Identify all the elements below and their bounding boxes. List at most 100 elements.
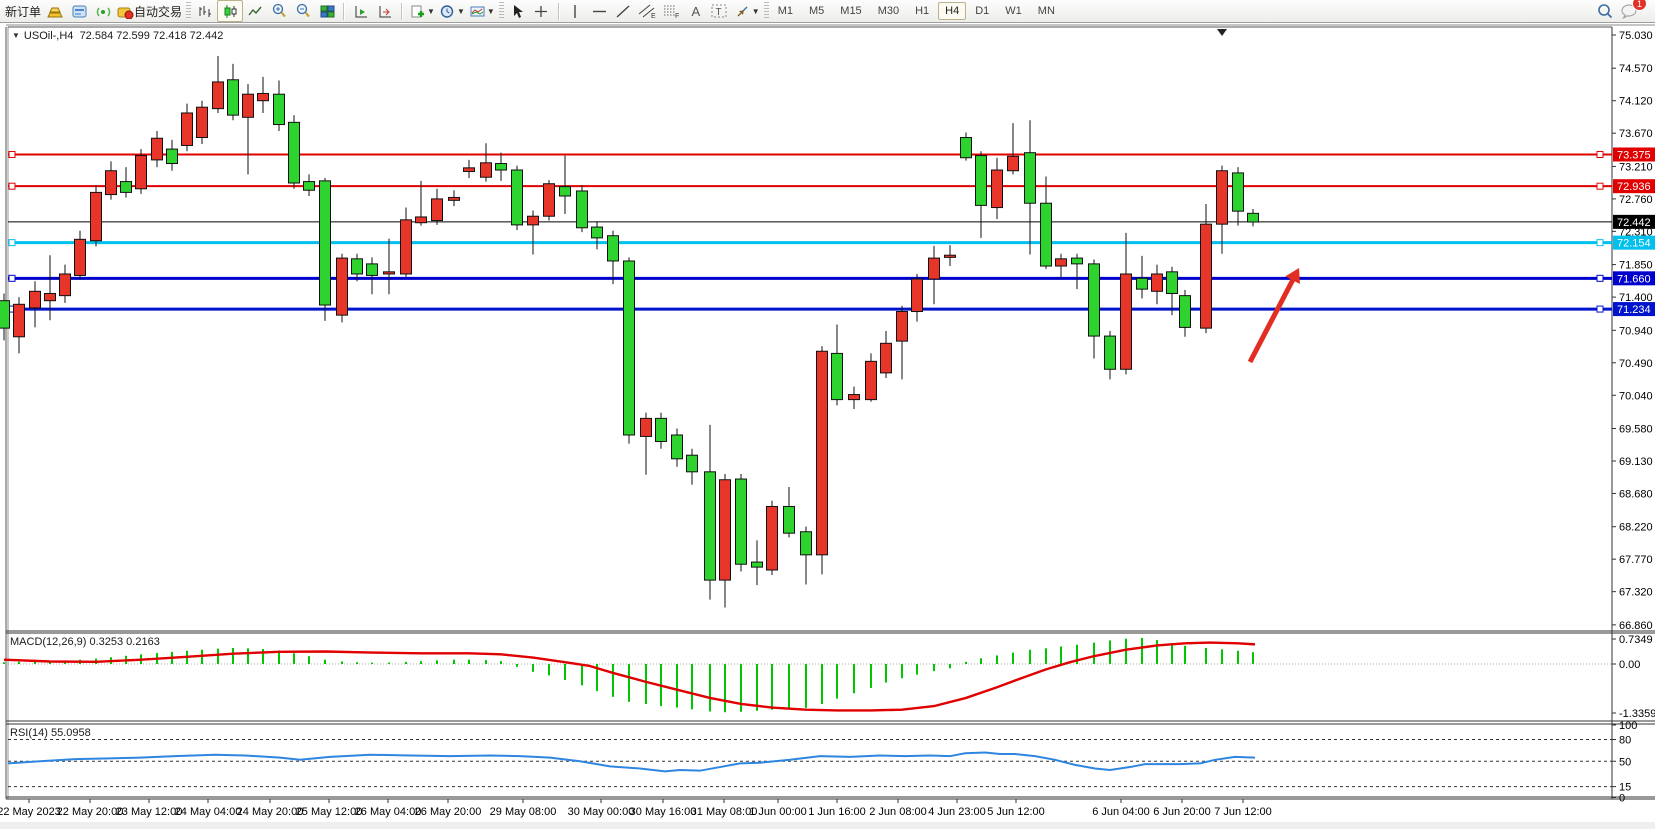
timeframe-toolbar: M1 M5 M15 M30 H1 H4 D1 W1 MN	[771, 2, 1062, 20]
templates-icon[interactable]: ▼	[467, 1, 497, 21]
tile-windows-icon[interactable]	[315, 1, 339, 21]
vertical-line-icon[interactable]	[564, 1, 588, 21]
svg-text:72.760: 72.760	[1619, 194, 1653, 206]
price-axis[interactable]: 75.030 74.570 74.120 73.670 73.210 72.760 72.3…	[1612, 30, 1653, 632]
symbol-ohlc-label[interactable]: ▼ USOil-,H4 72.584 72.599 72.418 72.442	[12, 30, 223, 42]
svg-text:22 May 20:00: 22 May 20:00	[57, 806, 124, 818]
crosshair-icon[interactable]	[530, 1, 554, 21]
svg-text:1 Jun 00:00: 1 Jun 00:00	[749, 806, 807, 818]
svg-text:24 May 04:00: 24 May 04:00	[175, 806, 242, 818]
timeframe-button-mn[interactable]: MN	[1037, 5, 1055, 17]
macd-indicator-label: MACD(12,26,9) 0.3253 0.2163	[10, 636, 160, 648]
svg-text:2 Jun 08:00: 2 Jun 08:00	[869, 806, 927, 818]
svg-text:24 May 20:00: 24 May 20:00	[237, 806, 304, 818]
svg-text:69.130: 69.130	[1619, 456, 1653, 468]
signal-icon[interactable]	[91, 1, 115, 21]
toolbar-grip	[498, 2, 504, 20]
text-icon[interactable]: A	[691, 3, 701, 19]
horizontal-levels[interactable]: 73.375 72.936 72.154 71.660 71.234 72.442	[8, 147, 1655, 317]
svg-text:68.220: 68.220	[1619, 522, 1653, 534]
timeframe-button-d1[interactable]: D1	[975, 5, 990, 17]
main-toolbar: 新订单 自动交易	[0, 0, 1655, 23]
svg-text:80: 80	[1619, 735, 1631, 747]
macd-pane: 0.7349 0.00 -1.3359	[3, 634, 1655, 720]
zoom-in-icon[interactable]	[267, 1, 291, 21]
svg-text:4 Jun 23:00: 4 Jun 23:00	[928, 806, 986, 818]
rsi-line	[7, 751, 1256, 773]
search-icon[interactable]	[1593, 1, 1617, 21]
periods-clock-icon[interactable]: ▼	[437, 1, 467, 21]
rsi-pane: 100 80 50 150	[7, 720, 1637, 805]
svg-text:7 Jun 12:00: 7 Jun 12:00	[1214, 806, 1272, 818]
toolbar-grip	[763, 2, 769, 20]
svg-text:E: E	[651, 13, 656, 19]
svg-text:30 May 16:00: 30 May 16:00	[630, 806, 697, 818]
equidistant-channel-icon[interactable]: E	[636, 1, 660, 21]
notification-badge: 1	[1632, 0, 1647, 11]
svg-text:23 May 12:00: 23 May 12:00	[116, 806, 183, 818]
window-bottom-edge	[0, 822, 1655, 829]
svg-text:-1.3359: -1.3359	[1619, 708, 1655, 720]
line-chart-icon[interactable]	[243, 1, 267, 21]
svg-text:71.660: 71.660	[1617, 273, 1651, 285]
zoom-out-icon[interactable]	[291, 1, 315, 21]
svg-text:70.490: 70.490	[1619, 358, 1653, 370]
fibonacci-icon[interactable]: F	[660, 1, 684, 21]
new-order-button[interactable]: 新订单	[3, 1, 43, 21]
svg-text:0.7349: 0.7349	[1619, 634, 1653, 646]
notifications-chat-icon[interactable]: 1	[1617, 0, 1647, 21]
svg-text:26 May 04:00: 26 May 04:00	[355, 806, 422, 818]
horizontal-line-icon[interactable]	[588, 1, 612, 21]
svg-text:72.310: 72.310	[1619, 226, 1653, 238]
chart-autoscroll-icon[interactable]	[349, 1, 373, 21]
autotrade-button[interactable]: 自动交易	[115, 1, 184, 21]
trendline-icon[interactable]	[612, 1, 636, 21]
svg-text:0: 0	[1619, 793, 1625, 805]
timeframe-button-m1[interactable]: M1	[777, 5, 793, 17]
timeframe-button-m15[interactable]: M15	[840, 5, 862, 17]
text-label-icon[interactable]: T	[708, 1, 732, 21]
timeframe-button-h1[interactable]: H1	[915, 5, 930, 17]
bar-chart-icon[interactable]	[193, 1, 217, 21]
svg-text:29 May 08:00: 29 May 08:00	[490, 806, 557, 818]
svg-text:71.850: 71.850	[1619, 260, 1653, 272]
chevron-down-icon: ▼	[12, 31, 20, 40]
svg-text:74.570: 74.570	[1619, 63, 1653, 75]
chart-shift-icon[interactable]	[373, 1, 397, 21]
arrows-shapes-icon[interactable]: ▼	[732, 1, 762, 21]
svg-text:72.936: 72.936	[1617, 181, 1651, 193]
chevron-down-icon: ▼	[427, 6, 435, 16]
add-indicator-icon[interactable]: ▼	[407, 1, 437, 21]
timeframe-button-w1[interactable]: W1	[1005, 5, 1022, 17]
candlestick-chart-icon[interactable]	[217, 0, 244, 22]
timeframe-button-h4[interactable]: H4	[938, 2, 967, 20]
chevron-down-icon: ▼	[751, 6, 760, 16]
ohlc-values: 72.584 72.599 72.418 72.442	[79, 30, 224, 42]
svg-text:25 May 12:00: 25 May 12:00	[296, 806, 363, 818]
svg-text:71.400: 71.400	[1619, 292, 1653, 304]
market-watch-icon[interactable]	[67, 1, 91, 21]
svg-text:74.120: 74.120	[1619, 96, 1653, 108]
svg-text:73.375: 73.375	[1617, 149, 1651, 161]
svg-text:6 Jun 20:00: 6 Jun 20:00	[1153, 806, 1211, 818]
svg-text:T: T	[716, 7, 722, 18]
svg-text:69.580: 69.580	[1619, 423, 1653, 435]
toolbar-separator	[343, 2, 346, 20]
macd-signal-line	[3, 641, 1256, 712]
svg-text:67.770: 67.770	[1619, 554, 1653, 566]
arrow-annotation[interactable]	[1247, 277, 1296, 364]
timeframe-button-m5[interactable]: M5	[809, 5, 825, 17]
cursor-icon[interactable]	[506, 1, 530, 21]
gold-bars-icon[interactable]	[43, 1, 67, 21]
candles	[0, 55, 1259, 608]
chart-shift-marker[interactable]	[1217, 29, 1227, 36]
timeframe-button-m30[interactable]: M30	[877, 5, 900, 17]
toolbar-separator	[401, 2, 404, 20]
chevron-down-icon: ▼	[456, 6, 465, 16]
svg-text:6 Jun 04:00: 6 Jun 04:00	[1092, 806, 1150, 818]
chevron-down-icon: ▼	[486, 6, 495, 16]
svg-text:0.00: 0.00	[1619, 659, 1640, 671]
